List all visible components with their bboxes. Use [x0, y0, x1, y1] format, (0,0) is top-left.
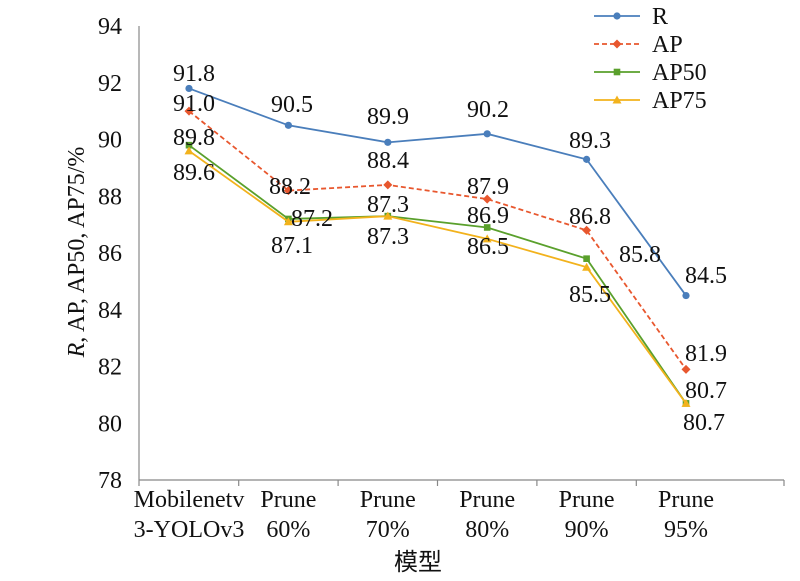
data-label: 89.6: [173, 160, 215, 186]
legend-label-r: R: [652, 4, 668, 30]
series-r: [185, 84, 690, 300]
axes: [138, 26, 784, 481]
x-tick-label: Prune 95%: [658, 487, 714, 543]
data-label: 80.7: [683, 410, 725, 436]
data-label: 91.8: [173, 61, 215, 87]
data-point-r: [682, 291, 690, 300]
data-point-r: [583, 155, 591, 163]
data-point-r: [185, 84, 193, 93]
data-label: 90.2: [467, 97, 509, 123]
series-ap: [184, 106, 691, 374]
data-point-ap: [582, 225, 592, 235]
y-tick-label: 80: [98, 411, 122, 437]
data-point-ap: [283, 186, 293, 196]
data-point-ap50: [185, 141, 193, 149]
x-tick-label: Prune 60%: [260, 487, 316, 543]
data-label: 87.2: [291, 206, 333, 232]
data-label: 88.4: [367, 148, 409, 174]
data-point-ap: [681, 364, 691, 374]
y-tick-label: 92: [98, 71, 122, 97]
data-label: 89.8: [173, 125, 215, 151]
data-point-ap75: [482, 234, 492, 243]
data-point-ap: [482, 194, 492, 204]
data-point-ap50: [483, 224, 491, 231]
legend-label-ap50: AP50: [652, 60, 707, 86]
y-axis-ticks: 78 80 82 84 86 88 90 92 94: [98, 14, 122, 494]
y-tick-label: 86: [98, 241, 122, 267]
data-point-ap: [383, 180, 393, 190]
data-point-r: [284, 121, 292, 129]
data-point-ap75: [283, 217, 293, 226]
series-line-ap75: [188, 150, 687, 404]
data-point-ap75: [383, 211, 393, 220]
y-tick-label: 84: [98, 298, 122, 324]
x-tick-label: Mobilenetv 3-YOLOv3: [134, 487, 245, 543]
data-point-ap75: [582, 262, 592, 271]
legend-label-ap75: AP75: [652, 88, 707, 114]
data-label: 89.3: [569, 128, 611, 154]
series-line-r: [188, 87, 687, 297]
series-lines: [184, 84, 691, 407]
data-label: 86.8: [569, 204, 611, 230]
y-tick-label: 90: [98, 128, 122, 154]
data-label: 87.3: [367, 192, 409, 218]
y-tick-label: 88: [98, 184, 122, 210]
y-tick-label: 78: [98, 468, 122, 494]
legend-label-ap: AP: [652, 32, 683, 58]
data-label: 86.5: [467, 234, 509, 260]
y-axis-title: R, AP, AP50, AP75/%: [64, 147, 90, 359]
x-tick-label: Prune 70%: [360, 487, 416, 543]
data-point-r: [384, 138, 392, 146]
data-label: 89.9: [367, 104, 409, 130]
legend-marker-ap50: [613, 68, 621, 76]
data-label: 80.7: [685, 378, 727, 404]
series-line-ap: [188, 110, 687, 370]
legend-marker-ap: [612, 39, 622, 49]
y-tick-label: 94: [98, 14, 122, 40]
x-axis-title: 模型: [394, 549, 442, 576]
data-label: 87.1: [271, 233, 313, 259]
x-axis-ticks: Mobilenetv 3-YOLOv3 Prune 60% Prune 70% Prune 8…: [134, 480, 785, 543]
x-tick-label: Prune 80%: [459, 487, 515, 543]
x-tick-label: Prune 90%: [559, 487, 615, 543]
data-label: 91.0: [173, 91, 215, 117]
data-point-ap: [184, 106, 194, 116]
series-line-ap50: [188, 144, 687, 404]
data-labels: 91.8 90.5 89.9 90.2 89.3 84.5 91.0 88.2 88.4 87.9…: [173, 61, 727, 436]
data-point-ap50: [583, 255, 590, 262]
data-point-r: [483, 130, 491, 138]
data-label: 88.2: [269, 174, 311, 200]
legend-marker-ap75: [612, 95, 622, 104]
data-label: 85.5: [569, 282, 611, 308]
data-label: 86.9: [467, 203, 509, 229]
data-label: 90.5: [271, 92, 313, 118]
legend-marker-r: [613, 12, 621, 20]
data-point-ap75: [184, 146, 194, 155]
data-label: 85.8: [619, 242, 661, 268]
data-label: 81.9: [685, 341, 727, 367]
data-label: 87.9: [467, 174, 509, 200]
data-point-ap75: [681, 398, 691, 407]
data-label: 87.3: [367, 224, 409, 250]
y-tick-label: 82: [98, 355, 122, 381]
data-label: 84.5: [685, 263, 727, 289]
series-ap50: [185, 141, 690, 407]
series-ap75: [184, 146, 691, 407]
